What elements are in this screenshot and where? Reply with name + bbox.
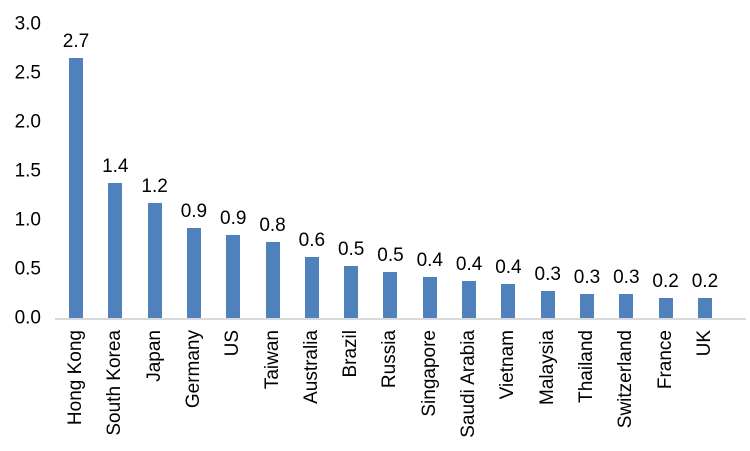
x-axis-category-label: Thailand — [576, 330, 598, 403]
bar-value-label: 0.9 — [180, 200, 208, 222]
x-axis-category-label: Japan — [143, 330, 165, 382]
x-axis-category-label: Hong Kong — [65, 330, 86, 426]
bar — [226, 234, 241, 318]
bar — [108, 182, 123, 318]
y-axis-tick-label: 1.0 — [14, 209, 41, 231]
bar-value-label: 0.4 — [455, 253, 483, 275]
bar — [580, 293, 595, 318]
x-axis-category-label: Brazil — [340, 330, 362, 378]
bar-value-label: 0.3 — [573, 266, 601, 288]
bar-value-label: 1.2 — [141, 176, 168, 198]
bar — [304, 257, 319, 318]
x-axis-category-label: Malaysia — [536, 330, 558, 405]
bar-value-label: 0.5 — [377, 244, 404, 266]
bar-value-label: 0.9 — [220, 207, 247, 229]
bar-value-label: 0.2 — [652, 271, 679, 293]
bar-value-label: 0.2 — [691, 271, 719, 293]
bar — [265, 241, 280, 318]
bar-value-label: 0.3 — [534, 263, 561, 285]
y-axis-tick-label: 0.0 — [14, 307, 41, 329]
x-axis-category-label: Switzerland — [615, 330, 637, 429]
bar-value-label: 0.6 — [298, 230, 326, 252]
y-axis-tick-label: 2.5 — [14, 62, 41, 84]
bar — [540, 290, 555, 318]
x-axis-category-label: Germany — [182, 330, 204, 409]
x-axis-line — [55, 318, 746, 320]
x-axis-category-label: Australia — [300, 330, 322, 404]
bar-value-label: 0.4 — [495, 256, 522, 278]
bar-value-label: 0.3 — [613, 266, 640, 288]
bar — [383, 271, 398, 318]
bar-value-label: 0.5 — [337, 239, 365, 261]
bar — [462, 280, 477, 318]
x-axis-category-label: Russia — [379, 330, 401, 389]
y-axis-tick-label: 3.0 — [14, 13, 41, 35]
x-axis-category-label: France — [654, 330, 676, 390]
bar — [501, 283, 516, 318]
bar-value-label: 0.8 — [259, 214, 286, 236]
bar — [69, 58, 83, 318]
x-axis-category-label: Singapore — [418, 330, 440, 417]
bar — [422, 276, 437, 318]
y-axis-tick-label: 0.5 — [14, 258, 41, 280]
bar — [186, 227, 201, 318]
bar-value-label: 0.4 — [416, 249, 443, 271]
x-axis-category-label: South Korea — [104, 330, 126, 436]
bar — [697, 298, 712, 318]
bar — [658, 298, 673, 318]
x-axis-category-label: Saudi Arabia — [458, 330, 480, 438]
bar — [619, 293, 634, 318]
bar-value-label: 2.7 — [62, 31, 90, 53]
x-axis-category-label: US — [222, 330, 244, 357]
bar — [344, 266, 359, 318]
x-axis-category-label: Vietnam — [497, 330, 519, 400]
y-axis-tick-label: 2.0 — [14, 111, 41, 133]
bar — [147, 203, 162, 318]
x-axis-category-label: Taiwan — [261, 330, 283, 390]
x-axis-category-label: UK — [693, 330, 715, 357]
bar-value-label: 1.4 — [102, 155, 129, 177]
y-axis-tick-label: 1.5 — [14, 160, 41, 182]
